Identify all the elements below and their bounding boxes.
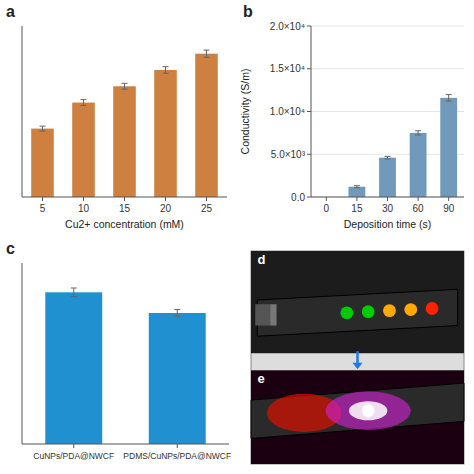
x-tick-label: PDMS/CuNPs/PDA@NWCF: [123, 451, 231, 461]
x-tick: [42, 197, 43, 201]
plot-area: [348, 95, 457, 197]
y-axis: [22, 26, 23, 197]
y-tick: [307, 26, 311, 27]
bar: [31, 129, 54, 197]
glow-dot: [362, 404, 375, 417]
plot-area: [45, 288, 205, 444]
x-tick-label: 60: [413, 203, 425, 214]
bar: [149, 313, 206, 444]
panel: a 5 10 15 20 25 Cu2+ concentration (mM): [6, 3, 227, 230]
x-axis: [22, 444, 229, 445]
led: [404, 303, 417, 316]
error-bar: [415, 131, 421, 135]
x-tick: [73, 444, 74, 448]
y-tick: [307, 197, 311, 198]
panel-title: c: [6, 240, 15, 257]
y-tick-label: 1.0×10⁴: [270, 106, 305, 117]
panel: b 0.0 5.0×10³ 1.0×10⁴ 1.5×10⁴ 2.0×10⁴ 0 15 30 60 9…: [239, 3, 464, 230]
glow: [326, 392, 411, 430]
x-tick: [165, 197, 166, 201]
x-tick: [83, 197, 84, 201]
x-tick-label: 30: [382, 203, 394, 214]
clip: [255, 304, 270, 325]
x-tick-label: 90: [443, 203, 455, 214]
bar: [195, 54, 218, 197]
bar: [154, 70, 177, 197]
led: [383, 304, 396, 317]
fabric: [251, 383, 464, 438]
error-bar: [354, 186, 360, 188]
x-tick: [448, 197, 449, 201]
x-tick: [177, 444, 178, 448]
x-tick-label: 20: [160, 203, 172, 214]
led: [426, 302, 439, 315]
bar: [379, 158, 396, 197]
y-tick-label: 2.0×10⁴: [270, 21, 305, 32]
x-tick-label: 15: [351, 203, 363, 214]
error-bar: [122, 83, 128, 89]
y-tick: [307, 68, 311, 69]
x-tick-label: 25: [201, 203, 213, 214]
error-bar: [446, 95, 452, 101]
x-tick-label: 0: [324, 203, 330, 214]
error-bar: [385, 156, 391, 159]
y-axis-label: Conductivity (S/m): [239, 69, 251, 155]
x-tick: [206, 197, 207, 201]
x-tick-label: 5: [40, 203, 46, 214]
x-tick-label: 10: [78, 203, 90, 214]
x-tick: [356, 197, 357, 201]
arrow-head: [353, 363, 363, 369]
y-tick: [307, 154, 311, 155]
error-bar: [40, 126, 46, 131]
led: [362, 305, 375, 318]
sub-label: d: [257, 252, 265, 267]
photo-d: [251, 251, 464, 353]
panel: c CuNPs/PDA@NWCF PDMS/CuNPs/PDA@NWCF: [6, 240, 231, 461]
error-bar: [163, 67, 169, 74]
sub-label: e: [257, 371, 264, 386]
y-tick-label: 1.5×10⁴: [270, 63, 305, 74]
x-tick: [418, 197, 419, 201]
plot-area: [31, 50, 218, 197]
x-tick: [387, 197, 388, 201]
y-tick-label: 0.0: [291, 192, 305, 203]
fabric: [257, 289, 457, 336]
photo-e: [251, 370, 464, 464]
panel-title: b: [243, 3, 253, 20]
photo-frame: [251, 251, 464, 464]
bar: [348, 187, 365, 197]
bar: [72, 103, 95, 197]
y-tick: [307, 111, 311, 112]
bar: [45, 292, 102, 444]
glow: [349, 401, 387, 420]
clip: [270, 304, 276, 325]
x-tick: [326, 197, 327, 201]
x-tick-label: 15: [119, 203, 131, 214]
led: [340, 306, 353, 319]
error-bar: [71, 288, 77, 297]
grid-line: [311, 68, 464, 69]
illustration: de: [251, 251, 464, 464]
x-tick: [124, 197, 125, 201]
error-bar: [204, 50, 210, 57]
y-axis: [311, 26, 312, 197]
error-bar: [81, 100, 87, 106]
figure: a 5 10 15 20 25 Cu2+ concentration (mM) b 0.0 5.0…: [0, 0, 474, 474]
x-axis-label: Cu2+ concentration (mM): [65, 218, 184, 230]
y-axis: [22, 263, 23, 444]
x-axis-label: Deposition time (s): [344, 218, 432, 230]
x-tick-label: CuNPs/PDA@NWCF: [33, 451, 114, 461]
bar: [113, 86, 136, 197]
bar: [410, 133, 427, 197]
bar: [440, 98, 457, 197]
error-bar: [174, 310, 180, 317]
panel-title: a: [6, 3, 15, 20]
y-tick-label: 5.0×10³: [271, 149, 306, 160]
grid-line: [311, 26, 464, 27]
